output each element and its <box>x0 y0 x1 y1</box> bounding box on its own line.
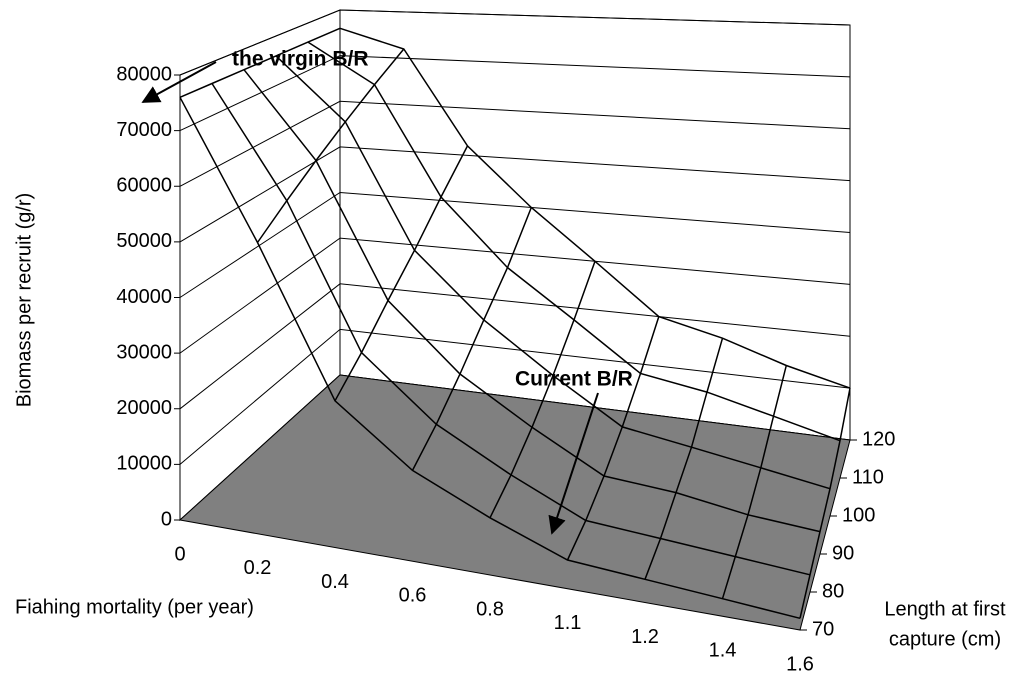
z-tick-label: 60000 <box>116 175 172 197</box>
surface-line <box>644 337 724 580</box>
depth-tick-label: 70 <box>812 618 834 640</box>
z-tick-label: 30000 <box>116 341 172 363</box>
grid-line <box>179 191 851 298</box>
grid-line <box>179 283 851 410</box>
depth-tick-label: 90 <box>832 542 854 564</box>
z-tick-label: 20000 <box>116 397 172 419</box>
annotation-arrow <box>141 61 217 103</box>
x-tick-label: 0.6 <box>399 585 427 607</box>
surface-line <box>489 261 596 519</box>
z-tick-label: 50000 <box>116 230 172 252</box>
depth-axis-label: Length at first <box>884 598 1006 620</box>
surface-line <box>721 365 788 599</box>
z-tick-label: 80000 <box>116 63 172 85</box>
depth-tick-label: 120 <box>862 428 895 450</box>
surface-line <box>566 316 660 561</box>
z-tick-label: 0 <box>161 508 172 530</box>
x-tick-label: 0.2 <box>244 557 272 579</box>
grid-line <box>179 55 851 132</box>
x-axis-label: Fiahing mortality (per year) <box>15 596 254 618</box>
grid-line <box>179 237 851 354</box>
x-tick-label: 1.2 <box>631 626 659 648</box>
z-tick-label: 70000 <box>116 119 172 141</box>
annotation-arrow <box>548 392 599 535</box>
x-tick-label: 1.6 <box>786 653 814 675</box>
depth-tick-label: 100 <box>842 504 875 526</box>
annotation: the virgin B/R <box>232 48 369 71</box>
z-axis-label: Biomass per recruit (g/r) <box>13 193 35 408</box>
surface-line <box>179 27 341 98</box>
grid-line <box>179 9 851 76</box>
depth-tick-label: 80 <box>822 580 844 602</box>
x-tick-label: 0.8 <box>476 598 504 620</box>
surface-line <box>411 207 532 471</box>
z-tick-label: 10000 <box>116 453 172 475</box>
x-tick-label: 0 <box>174 543 185 565</box>
surface-line <box>799 387 851 619</box>
x-tick-label: 1.1 <box>554 612 582 634</box>
grid-line <box>179 328 851 465</box>
surface-line <box>334 145 469 402</box>
grid-line <box>179 146 851 243</box>
x-tick-label: 1.4 <box>709 640 737 662</box>
grid-line <box>179 100 851 187</box>
depth-axis-label: capture (cm) <box>889 628 1001 650</box>
annotation: Current B/R <box>515 368 633 391</box>
x-tick-label: 0.4 <box>321 571 349 593</box>
z-tick-label: 40000 <box>116 286 172 308</box>
depth-tick-label: 110 <box>852 466 884 488</box>
surface-line <box>256 48 405 243</box>
